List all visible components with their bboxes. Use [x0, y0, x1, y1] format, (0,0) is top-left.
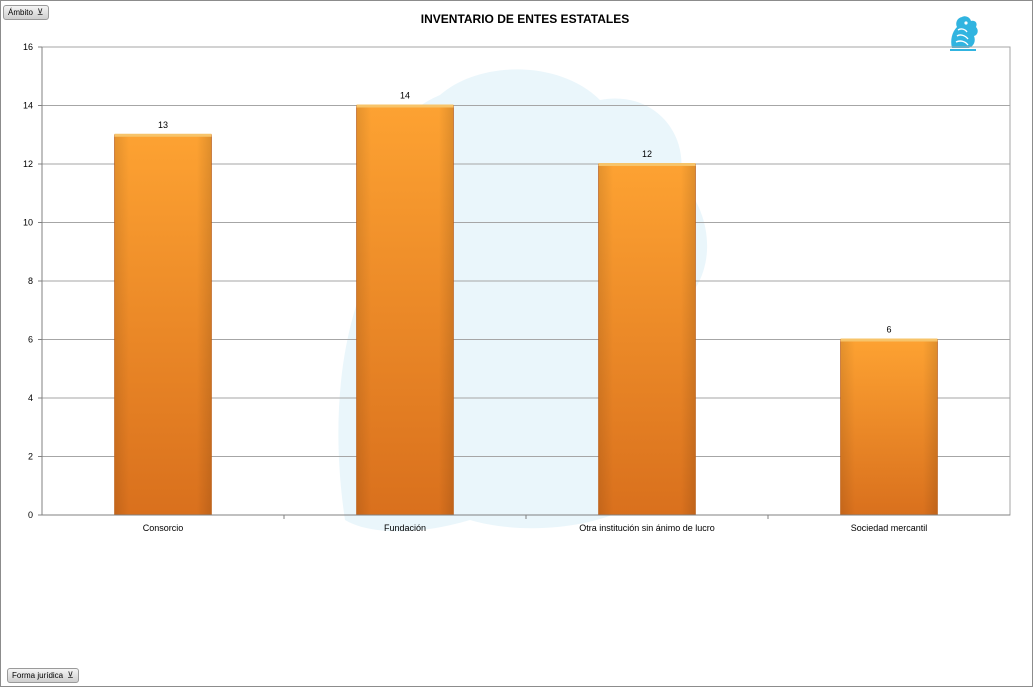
data-label: 14	[400, 91, 410, 101]
y-tick-label: 6	[28, 335, 33, 345]
bar-top-highlight	[840, 338, 938, 342]
bar-shading	[840, 339, 938, 515]
data-label: 6	[886, 325, 891, 335]
y-tick-label: 0	[28, 510, 33, 520]
forma-juridica-filter-label: Forma jurídica	[12, 671, 64, 680]
data-label: 12	[642, 149, 652, 159]
x-tick-label: Fundación	[384, 523, 426, 533]
bar-shading	[356, 105, 454, 515]
logo-icon	[950, 16, 978, 51]
data-label: 13	[158, 120, 168, 130]
watermark-detail	[383, 134, 582, 473]
bar-shading	[598, 164, 696, 515]
y-tick-label: 2	[28, 452, 33, 462]
x-tick-label: Sociedad mercantil	[851, 523, 928, 533]
y-tick-label: 14	[23, 101, 33, 111]
bar-top-highlight	[114, 133, 212, 137]
filter-icon: ⊻	[67, 670, 74, 680]
bar-top-highlight	[598, 163, 696, 166]
y-tick-label: 8	[28, 276, 33, 286]
y-tick-label: 12	[23, 159, 33, 169]
y-tick-label: 4	[28, 393, 33, 403]
x-tick-label: Otra institución sin ánimo de lucro	[579, 523, 715, 533]
y-tick-label: 10	[23, 218, 33, 228]
bar-top-highlight	[356, 104, 454, 108]
ambito-filter-button[interactable]: Ámbito ⊻	[3, 5, 49, 20]
y-tick-label: 16	[23, 42, 33, 52]
filter-icon: ⊻	[36, 7, 44, 17]
ambito-filter-label: Ámbito	[8, 8, 33, 17]
bar-shading	[114, 134, 212, 515]
x-tick-label: Consorcio	[143, 523, 184, 533]
chart-title: INVENTARIO DE ENTES ESTATALES	[420, 12, 630, 26]
forma-juridica-filter-button[interactable]: Forma jurídica ⊻	[7, 668, 79, 683]
